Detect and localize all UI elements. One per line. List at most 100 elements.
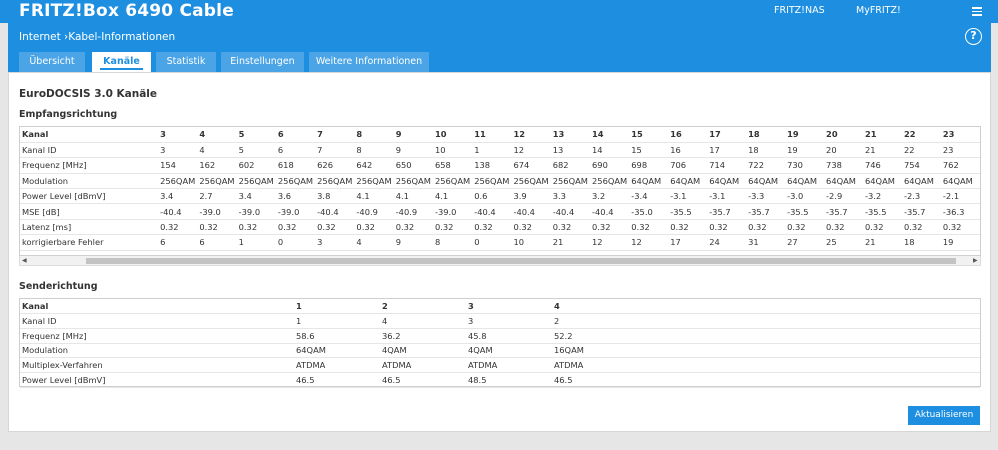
table-cell: 0.32: [629, 219, 669, 236]
row-label: Frequenz [MHz]: [20, 328, 294, 344]
table-cell: 0.32: [863, 219, 902, 236]
table-cell: -3.3: [746, 188, 786, 205]
table-cell: -35.7: [707, 203, 747, 220]
table-cell: 6: [197, 234, 237, 251]
row-label: Multiplex-Verfahren: [20, 357, 294, 373]
table-cell: -40.4: [472, 203, 512, 220]
table-cell: 650: [393, 157, 433, 174]
tab-weitere-informationen[interactable]: Weitere Informationen: [309, 52, 429, 72]
table-cell: 0.32: [668, 219, 708, 236]
table-cell: 20: [824, 142, 863, 159]
table-cell: 0.32: [354, 219, 394, 236]
row-label: nicht korrigierbare Fehler: [20, 250, 159, 255]
table-cell: 0: [354, 250, 394, 255]
table-cell: -2.3: [901, 188, 941, 205]
brand-title: FRITZ!Box 6490 Cable: [19, 1, 234, 21]
table-cell: 5: [236, 142, 276, 159]
table-cell: 0.32: [315, 219, 355, 236]
downstream-table-container[interactable]: Kanal 3 4 5 6 7 8 9 10 11 12 13 14 15 16 17 18 19 20 21 22 23…: [19, 126, 981, 256]
table-cell: 0.32: [197, 219, 237, 236]
table-cell: 21: [863, 234, 902, 251]
table-cell: 12: [511, 142, 551, 159]
table-cell: 3.3: [550, 188, 591, 205]
table-cell: 714: [707, 157, 747, 174]
scroll-thumb[interactable]: [86, 258, 956, 264]
table-cell: 0.32: [393, 219, 433, 236]
table-row: Multiplex-Verfahren ATDMA ATDMA ATDMA ATDMA: [20, 357, 980, 373]
table-cell: 23: [940, 127, 980, 143]
table-cell: 0.32: [590, 219, 630, 236]
menu-icon[interactable]: [972, 7, 982, 18]
table-cell: 64QAM: [901, 173, 941, 190]
tab-label: Statistik: [166, 56, 206, 67]
table-cell: -39.0: [236, 203, 276, 220]
table-cell: 642: [354, 157, 394, 174]
table-cell: 4: [197, 142, 237, 159]
table-cell: 682: [550, 157, 591, 174]
table-cell: -2.9: [824, 188, 863, 205]
table-cell: 14: [590, 142, 630, 159]
table-cell: -35.0: [629, 203, 669, 220]
table-cell: 14: [590, 127, 630, 143]
table-cell: 16: [668, 127, 708, 143]
table-cell: 1: [472, 142, 512, 159]
table-cell: 3: [466, 313, 552, 329]
table-cell: 256QAM: [275, 173, 316, 190]
table-cell: ATDMA: [294, 357, 380, 373]
table-cell: 10: [432, 127, 473, 143]
table-cell: 0.32: [236, 219, 276, 236]
table-cell: ATDMA: [380, 357, 466, 373]
page-title: EuroDOCSIS 3.0 Kanäle: [19, 88, 158, 100]
table-cell: 0.32: [275, 219, 316, 236]
table-cell: ATDMA: [552, 357, 980, 373]
table-cell: 46.5: [552, 372, 980, 388]
table-cell: 0.32: [511, 219, 551, 236]
table-cell: 0: [472, 250, 512, 255]
table-cell: -35.5: [863, 203, 902, 220]
table-cell: 3.4: [158, 188, 198, 205]
tab-statistik[interactable]: Statistik: [156, 52, 216, 72]
help-icon[interactable]: ?: [965, 28, 982, 45]
table-cell: 738: [824, 157, 863, 174]
row-label: Latenz [ms]: [20, 219, 159, 236]
table-row: nicht korrigierbare Fehler00000000000000…: [20, 250, 980, 255]
scroll-right-icon[interactable]: ▶: [973, 257, 978, 264]
breadcrumb-internet[interactable]: Internet: [19, 31, 61, 43]
table-cell: 7: [315, 142, 355, 159]
table-cell: 25: [824, 234, 863, 251]
tab-kanaele[interactable]: Kanäle: [92, 52, 151, 72]
table-cell: -39.0: [275, 203, 316, 220]
scroll-left-icon[interactable]: ◀: [22, 257, 27, 264]
tab-uebersicht[interactable]: Übersicht: [19, 52, 85, 72]
table-cell: 15: [629, 142, 669, 159]
table-cell: 16: [668, 142, 708, 159]
table-cell: 3: [158, 127, 198, 143]
table-cell: -35.5: [785, 203, 825, 220]
fritz-nas-link[interactable]: FRITZ!NAS: [774, 5, 825, 16]
table-cell: 0.32: [550, 219, 591, 236]
table-cell: 1: [294, 299, 380, 315]
table-cell: 0.32: [940, 219, 980, 236]
myfritz-link[interactable]: MyFRITZ!: [856, 5, 901, 16]
table-cell: 0: [550, 250, 591, 255]
table-cell: 48.5: [466, 372, 552, 388]
table-cell: 698: [629, 157, 669, 174]
table-cell: 3.8: [315, 188, 355, 205]
horizontal-scrollbar[interactable]: ◀ ▶: [19, 256, 981, 266]
table-cell: 12: [629, 234, 669, 251]
table-cell: 20: [824, 127, 863, 143]
table-cell: -36.3: [940, 203, 980, 220]
table-row: Kanal 3 4 5 6 7 8 9 10 11 12 13 14 15 16 17 18 19 20 21 22 23: [20, 127, 980, 143]
table-cell: 602: [236, 157, 276, 174]
table-cell: 690: [590, 157, 630, 174]
refresh-button[interactable]: Aktualisieren: [908, 406, 980, 425]
table-cell: 706: [668, 157, 708, 174]
table-cell: 0.32: [785, 219, 825, 236]
table-cell: 17: [707, 142, 747, 159]
table-cell: -40.4: [315, 203, 355, 220]
table-cell: 31: [746, 234, 786, 251]
table-cell: 754: [901, 157, 941, 174]
tab-label: Übersicht: [29, 56, 75, 67]
tab-einstellungen[interactable]: Einstellungen: [221, 52, 304, 72]
table-cell: 0: [901, 250, 941, 255]
